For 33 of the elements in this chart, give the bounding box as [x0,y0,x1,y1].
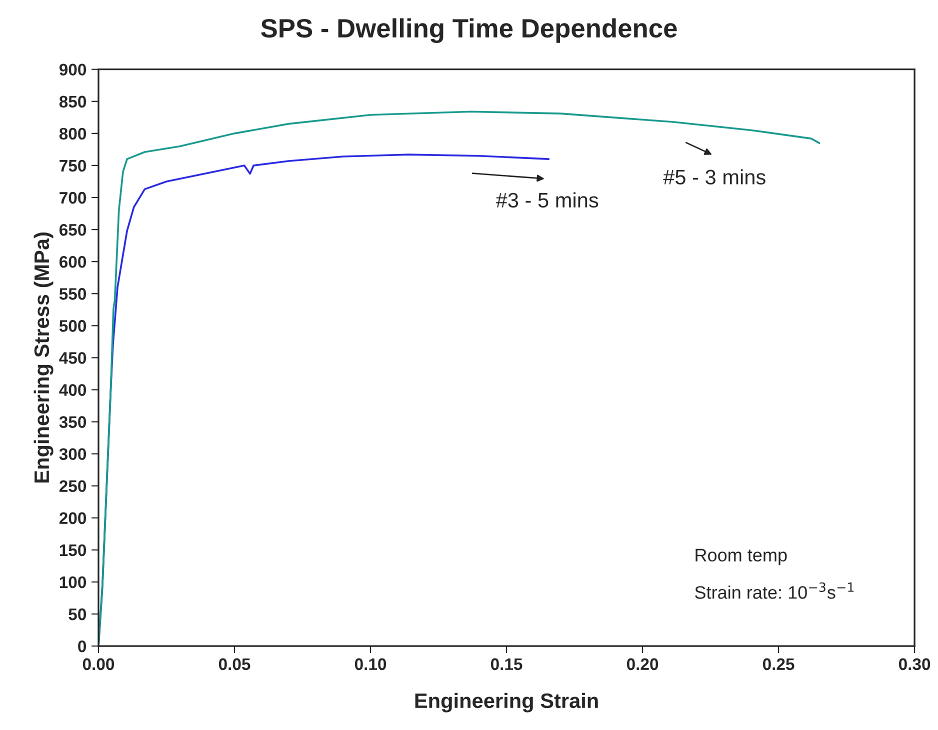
y-axis-title: Engineering Stress (MPa) [34,232,54,482]
y-tick-label: 300 [59,448,86,460]
annotation: #5 - 3 mins [663,169,766,185]
x-tick-label: 0.15 [490,658,522,670]
y-tick-label: 200 [59,512,86,524]
annotation: #3 - 5 mins [496,192,598,208]
x-tick-label: 0.00 [82,658,114,670]
y-tick-label: 350 [59,416,86,428]
y-tick-label: 800 [59,128,86,140]
chart-title: SPS - Dwelling Time Dependence [261,18,677,43]
y-tick-label: 250 [59,480,86,492]
x-tick-label: 0.10 [354,658,386,670]
x-tick-label: 0.30 [898,658,930,670]
y-tick-label: 150 [60,544,86,556]
y-tick-label: 400 [59,384,86,396]
y-tick-label: 650 [59,224,86,236]
y-tick-label: 0 [78,640,86,652]
y-tick-label: 750 [60,160,86,172]
x-tick-label: 0.20 [626,658,658,670]
annotation: Room temp [696,548,787,566]
y-tick-label: 700 [60,192,86,204]
annotation: Strain rate: 10$^{−3}$s$^{−1}$ [695,582,854,599]
y-tick-label: 500 [59,320,86,332]
y-tick-label: 900 [59,64,86,76]
x-axis-title: Engineering Strain [415,692,598,712]
y-tick-label: 50 [68,608,86,620]
y-tick-label: 100 [60,576,86,588]
x-tick-label: 0.05 [218,658,250,670]
y-tick-label: 850 [59,96,86,108]
y-tick-label: 550 [59,288,86,300]
y-tick-label: 600 [59,256,86,268]
x-tick-label: 0.25 [762,658,794,670]
y-tick-label: 450 [59,352,86,364]
